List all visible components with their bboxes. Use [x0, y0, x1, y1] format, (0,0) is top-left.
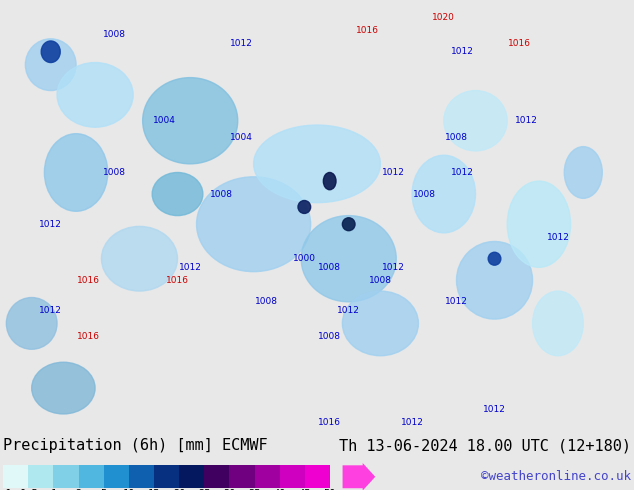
Text: 1012: 1012: [515, 116, 538, 125]
Ellipse shape: [301, 216, 396, 302]
Ellipse shape: [323, 172, 336, 190]
Text: 1012: 1012: [382, 263, 404, 272]
Ellipse shape: [533, 291, 583, 356]
Text: 1012: 1012: [451, 168, 474, 177]
Ellipse shape: [57, 63, 133, 127]
Ellipse shape: [197, 177, 311, 271]
Ellipse shape: [6, 297, 57, 349]
Text: 1012: 1012: [382, 168, 404, 177]
Text: 1012: 1012: [401, 418, 424, 427]
Text: 1008: 1008: [369, 276, 392, 285]
Text: 1016: 1016: [356, 25, 379, 35]
Text: Precipitation (6h) [mm] ECMWF: Precipitation (6h) [mm] ECMWF: [3, 438, 268, 453]
Text: 1012: 1012: [483, 405, 506, 414]
Ellipse shape: [101, 226, 178, 291]
Ellipse shape: [564, 147, 602, 198]
Bar: [280, 466, 305, 488]
Ellipse shape: [488, 252, 501, 265]
Text: 1012: 1012: [547, 233, 569, 242]
Ellipse shape: [507, 181, 571, 268]
Bar: [104, 466, 129, 488]
Text: 1016: 1016: [77, 332, 100, 341]
Bar: [204, 466, 230, 488]
Ellipse shape: [412, 155, 476, 233]
Text: 1012: 1012: [39, 220, 62, 229]
Text: 1012: 1012: [230, 39, 252, 48]
Ellipse shape: [254, 125, 380, 203]
Text: 1012: 1012: [451, 47, 474, 56]
Ellipse shape: [152, 172, 203, 216]
Text: 1008: 1008: [103, 30, 126, 39]
Text: 1016: 1016: [508, 39, 531, 48]
Text: Th 13-06-2024 18.00 UTC (12+180): Th 13-06-2024 18.00 UTC (12+180): [339, 438, 631, 453]
Ellipse shape: [342, 291, 418, 356]
Bar: [29, 466, 53, 488]
Text: 1008: 1008: [103, 168, 126, 177]
Text: 1016: 1016: [318, 418, 341, 427]
Bar: [129, 466, 154, 488]
Bar: [230, 466, 255, 488]
Ellipse shape: [342, 218, 355, 231]
Ellipse shape: [44, 134, 108, 211]
Text: 1008: 1008: [445, 133, 468, 143]
Text: 1012: 1012: [337, 306, 360, 315]
Text: 1000: 1000: [293, 254, 316, 263]
Bar: [305, 466, 330, 488]
FancyArrow shape: [342, 463, 375, 490]
Text: 1008: 1008: [318, 332, 341, 341]
Text: 1008: 1008: [318, 263, 341, 272]
Text: 1008: 1008: [210, 190, 233, 198]
Bar: [79, 466, 104, 488]
Ellipse shape: [143, 77, 238, 164]
Ellipse shape: [456, 242, 533, 319]
Text: 1008: 1008: [413, 190, 436, 198]
Ellipse shape: [25, 39, 76, 91]
Text: 1012: 1012: [179, 263, 202, 272]
Text: 1012: 1012: [39, 306, 62, 315]
Ellipse shape: [298, 200, 311, 214]
Text: 1016: 1016: [166, 276, 189, 285]
Text: 1008: 1008: [255, 297, 278, 306]
Text: 1004: 1004: [153, 116, 176, 125]
Text: ©weatheronline.co.uk: ©weatheronline.co.uk: [481, 470, 631, 483]
Text: 1004: 1004: [230, 133, 252, 143]
Bar: [53, 466, 79, 488]
Bar: [255, 466, 280, 488]
Bar: [154, 466, 179, 488]
Text: 1012: 1012: [445, 297, 468, 306]
Text: 1016: 1016: [77, 276, 100, 285]
Bar: [3, 466, 29, 488]
Ellipse shape: [444, 91, 507, 151]
Ellipse shape: [41, 41, 60, 63]
Ellipse shape: [32, 362, 95, 414]
Text: 1020: 1020: [432, 13, 455, 22]
Bar: [179, 466, 204, 488]
